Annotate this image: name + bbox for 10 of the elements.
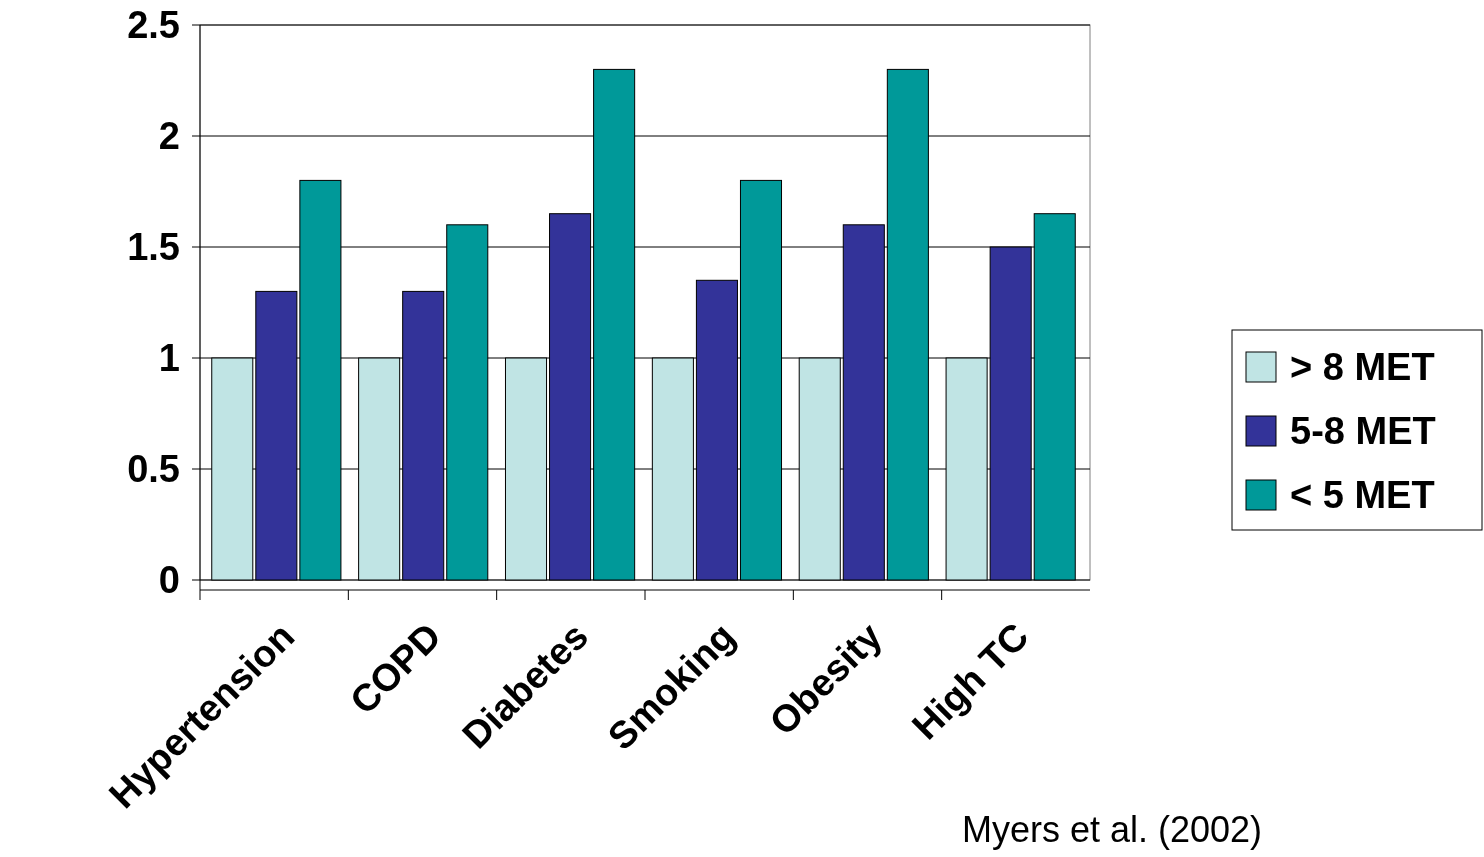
y-tick-label: 2 (158, 115, 180, 158)
y-tick-label: 0.5 (127, 448, 180, 491)
y-tick-label: 2.5 (127, 4, 180, 47)
y-tick-label: 1 (158, 337, 180, 380)
legend-label: > 8 MET (1290, 346, 1435, 389)
text: Myers et al. (2002) (962, 809, 1263, 850)
legend-label: < 5 MET (1290, 474, 1435, 517)
y-tick-label: 1.5 (127, 226, 180, 269)
legend-label: 5-8 MET (1290, 410, 1436, 453)
y-tick-label: 0 (158, 559, 180, 602)
